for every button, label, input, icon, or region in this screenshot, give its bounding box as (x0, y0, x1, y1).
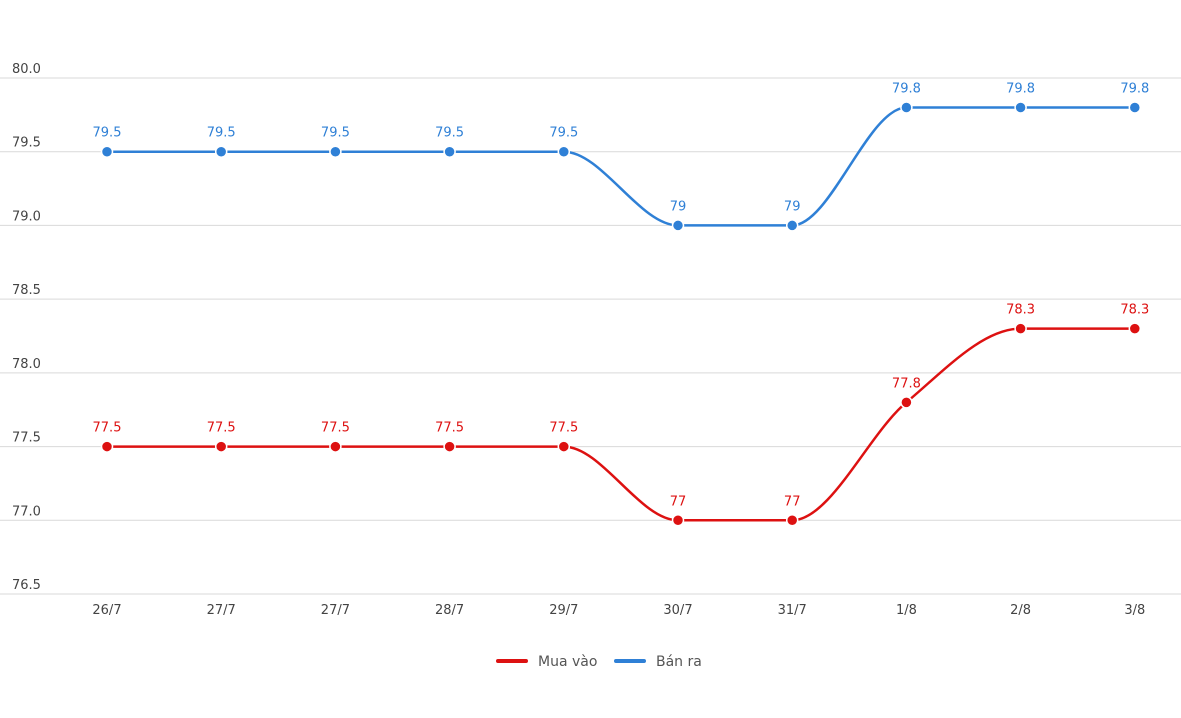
data-point[interactable] (1128, 322, 1142, 335)
y-tick-label: 76.5 (12, 578, 41, 593)
legend-label[interactable]: Mua vào (538, 654, 597, 670)
y-tick-label: 77.5 (12, 431, 41, 446)
data-label: 79 (670, 199, 687, 214)
x-tick-label: 28/7 (435, 603, 464, 618)
data-point[interactable] (214, 440, 228, 453)
data-point[interactable] (329, 440, 342, 453)
data-label: 77.5 (549, 421, 578, 436)
x-tick-label: 26/7 (92, 603, 121, 618)
x-tick-label: 30/7 (663, 603, 692, 618)
y-tick-label: 80.0 (12, 62, 41, 77)
data-point[interactable] (557, 440, 571, 453)
data-label: 78.3 (1120, 303, 1149, 318)
y-axis-ticks: 76.5 77.0 77.5 78.0 78.5 79.0 79.5 80.0 (12, 62, 41, 593)
data-labels: 77.5 77.5 77.5 77.5 77.5 77 77 77.8 78.3 78.3 79.5… (93, 81, 1150, 509)
data-label: 79.8 (1120, 81, 1149, 96)
x-tick-label: 31/7 (778, 603, 807, 618)
legend-label[interactable]: Bán ra (656, 654, 702, 670)
series-line (107, 327, 1135, 522)
legend: Mua vào Bán ra (496, 654, 702, 670)
y-tick-label: 78.5 (12, 283, 41, 298)
data-point[interactable] (1014, 101, 1027, 114)
series-line (107, 106, 1135, 227)
data-point[interactable] (100, 440, 114, 453)
data-point[interactable] (443, 145, 456, 158)
data-label: 77.5 (93, 421, 122, 436)
data-label: 79 (784, 199, 801, 214)
data-label: 77.5 (207, 421, 236, 436)
y-tick-label: 79.0 (12, 209, 41, 224)
data-label: 79.5 (435, 126, 464, 141)
data-label: 79.5 (549, 126, 578, 141)
x-tick-label: 27/7 (207, 603, 236, 618)
grid-lines (0, 77, 1181, 595)
data-label: 79.8 (1006, 81, 1035, 96)
x-tick-label: 29/7 (549, 603, 578, 618)
data-point[interactable] (900, 396, 913, 409)
data-point[interactable] (1128, 101, 1142, 114)
data-label: 79.5 (321, 126, 350, 141)
y-tick-label: 79.5 (12, 136, 41, 151)
data-point[interactable] (900, 101, 913, 114)
data-label: 79.5 (93, 126, 122, 141)
data-label: 77.8 (892, 376, 921, 391)
data-label: 79.8 (892, 81, 921, 96)
data-label: 77 (784, 494, 801, 509)
x-axis-ticks: 26/7 27/7 27/7 28/7 29/7 30/7 31/7 1/8 2/8 3/8 (92, 603, 1145, 618)
data-point[interactable] (100, 145, 114, 158)
series-lines (100, 101, 1142, 527)
data-point[interactable] (329, 145, 342, 158)
data-point[interactable] (214, 145, 228, 158)
data-point[interactable] (785, 219, 799, 232)
data-label: 77.5 (435, 421, 464, 436)
x-tick-label: 3/8 (1124, 603, 1145, 618)
data-point[interactable] (671, 219, 685, 232)
x-tick-label: 2/8 (1010, 603, 1031, 618)
data-label: 78.3 (1006, 303, 1035, 318)
data-point[interactable] (1014, 322, 1027, 335)
y-tick-label: 78.0 (12, 357, 41, 372)
data-point[interactable] (785, 514, 799, 527)
y-tick-label: 77.0 (12, 504, 41, 519)
data-point[interactable] (671, 514, 685, 527)
x-tick-label: 27/7 (321, 603, 350, 618)
data-label: 79.5 (207, 126, 236, 141)
data-label: 77 (670, 494, 687, 509)
x-tick-label: 1/8 (896, 603, 917, 618)
data-point[interactable] (443, 440, 456, 453)
data-point[interactable] (557, 145, 571, 158)
data-label: 77.5 (321, 421, 350, 436)
